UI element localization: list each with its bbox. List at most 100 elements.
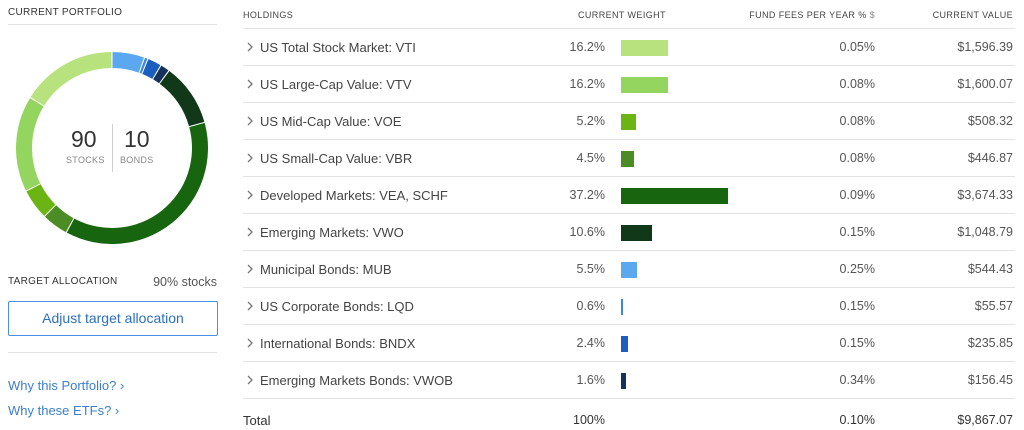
chevron-right-icon[interactable] [245,114,255,128]
bonds-label: BONDS [120,155,154,165]
chevron-right-icon[interactable] [245,77,255,91]
holding-weight: 2.4% [576,336,606,350]
chevron-right-icon[interactable] [245,225,255,239]
holding-value: $235.85 [967,336,1013,350]
holding-weight: 16.2% [569,40,605,54]
divider [8,352,217,353]
divider [8,24,217,25]
holding-fee: 0.09% [839,188,875,202]
target-allocation-value: 90% stocks [153,275,217,289]
holding-name: Emerging Markets: VWO [260,225,404,240]
holding-fee: 0.25% [839,262,875,276]
holding-name: Emerging Markets Bonds: VWOB [260,373,453,388]
table-header: HOLDINGS CURRENT WEIGHT FUND FEES PER YE… [243,0,1015,29]
total-fee: 0.10% [839,413,875,427]
weight-bar [621,188,729,204]
donut-slice[interactable] [44,205,74,233]
chevron-right-icon[interactable] [245,262,255,276]
holding-fee: 0.08% [839,151,875,165]
holding-fee: 0.34% [839,373,875,387]
target-allocation-row: TARGET ALLOCATION 90% stocks [8,275,217,289]
holding-value: $156.45 [967,373,1013,387]
holding-value: $1,048.79 [957,225,1013,239]
holding-value: $544.43 [967,262,1013,276]
weight-bar [621,336,628,352]
donut-slice[interactable] [139,57,148,74]
holding-fee: 0.15% [839,336,875,350]
table-row[interactable]: US Small-Cap Value: VBR 4.5% 0.08% $446.87 [243,140,1015,177]
table-row[interactable]: US Large-Cap Value: VTV 16.2% 0.08% $1,600.… [243,66,1015,103]
holding-name: US Small-Cap Value: VBR [260,151,413,166]
chevron-right-icon[interactable] [245,299,255,313]
fund-fees-header-label: FUND FEES PER YEAR % [749,10,867,20]
fund-fees-column-header: FUND FEES PER YEAR % $ [749,10,875,20]
donut-slice[interactable] [26,184,56,216]
donut-divider [112,124,113,172]
allocation-donut-chart[interactable]: 90 STOCKS 10 BONDS [16,52,208,244]
holding-value: $3,674.33 [957,188,1013,202]
total-row: Total 100% 0.10% $9,867.07 [243,399,1015,430]
fee-info-icon[interactable]: $ [869,10,875,20]
holdings-table: HOLDINGS CURRENT WEIGHT FUND FEES PER YE… [243,0,1015,430]
donut-slice[interactable] [159,71,205,127]
current-portfolio-title: CURRENT PORTFOLIO [8,7,123,18]
weight-bar [621,114,636,130]
chevron-right-icon[interactable] [245,40,255,54]
weight-bar [621,77,668,93]
holding-name: US Large-Cap Value: VTV [260,77,412,92]
holding-weight: 0.6% [576,299,606,313]
weight-bar [621,225,652,241]
donut-slice[interactable] [112,52,144,73]
holding-fee: 0.05% [839,40,875,54]
holding-fee: 0.08% [839,77,875,91]
holding-weight: 37.2% [569,188,605,202]
chevron-right-icon[interactable] [245,336,255,350]
holding-weight: 1.6% [576,373,606,387]
table-row[interactable]: US Mid-Cap Value: VOE 5.2% 0.08% $508.32 [243,103,1015,140]
donut-slice[interactable] [66,122,208,244]
weight-bar [621,40,668,56]
total-weight: 100% [573,413,605,427]
donut-slice[interactable] [142,59,161,79]
holding-value: $446.87 [967,151,1013,165]
table-row[interactable]: Municipal Bonds: MUB 5.5% 0.25% $544.43 [243,251,1015,288]
table-row[interactable]: US Total Stock Market: VTI 16.2% 0.05% $1,5… [243,29,1015,66]
donut-ring[interactable] [16,52,208,244]
holding-weight: 5.2% [576,114,606,128]
adjust-target-allocation-button[interactable]: Adjust target allocation [8,301,218,336]
table-row[interactable]: Developed Markets: VEA, SCHF 37.2% 0.09% $3… [243,177,1015,214]
portfolio-sidebar: CURRENT PORTFOLIO 90 STOCKS 10 BONDS TAR… [0,0,230,430]
table-row[interactable]: Emerging Markets Bonds: VWOB 1.6% 0.34% $15… [243,362,1015,399]
why-this-portfolio-link[interactable]: Why this Portfolio? › [8,378,125,393]
table-row[interactable]: Emerging Markets: VWO 10.6% 0.15% $1,048.79 [243,214,1015,251]
holdings-column-header: HOLDINGS [243,10,294,20]
holding-weight: 16.2% [569,77,605,91]
holding-name: US Corporate Bonds: LQD [260,299,414,314]
holding-name: International Bonds: BNDX [260,336,416,351]
chevron-right-icon[interactable] [245,373,255,387]
chevron-right-icon[interactable] [245,188,255,202]
bonds-percent: 10 [124,126,150,152]
total-value: $9,867.07 [957,413,1013,427]
current-value-column-header: CURRENT VALUE [932,10,1013,20]
holding-weight: 10.6% [569,225,605,239]
holding-name: US Mid-Cap Value: VOE [260,114,402,129]
donut-slice[interactable] [16,98,44,191]
holding-name: Developed Markets: VEA, SCHF [260,188,448,203]
total-label: Total [243,413,271,428]
table-row[interactable]: International Bonds: BNDX 2.4% 0.15% $235.8… [243,325,1015,362]
why-these-etfs-link[interactable]: Why these ETFs? › [8,403,120,418]
table-row[interactable]: US Corporate Bonds: LQD 0.6% 0.15% $55.57 [243,288,1015,325]
current-weight-column-header: CURRENT WEIGHT [578,10,666,20]
holding-value: $1,596.39 [957,40,1013,54]
donut-slice[interactable] [30,52,112,106]
holding-fee: 0.08% [839,114,875,128]
chevron-right-icon[interactable] [245,151,255,165]
stocks-label: STOCKS [66,155,105,165]
stocks-percent: 90 [71,126,97,152]
donut-center: 90 STOCKS 10 BONDS [16,52,208,244]
weight-bar [621,262,637,278]
holding-value: $1,600.07 [957,77,1013,91]
donut-slice[interactable] [153,65,169,84]
holding-name: Municipal Bonds: MUB [260,262,392,277]
